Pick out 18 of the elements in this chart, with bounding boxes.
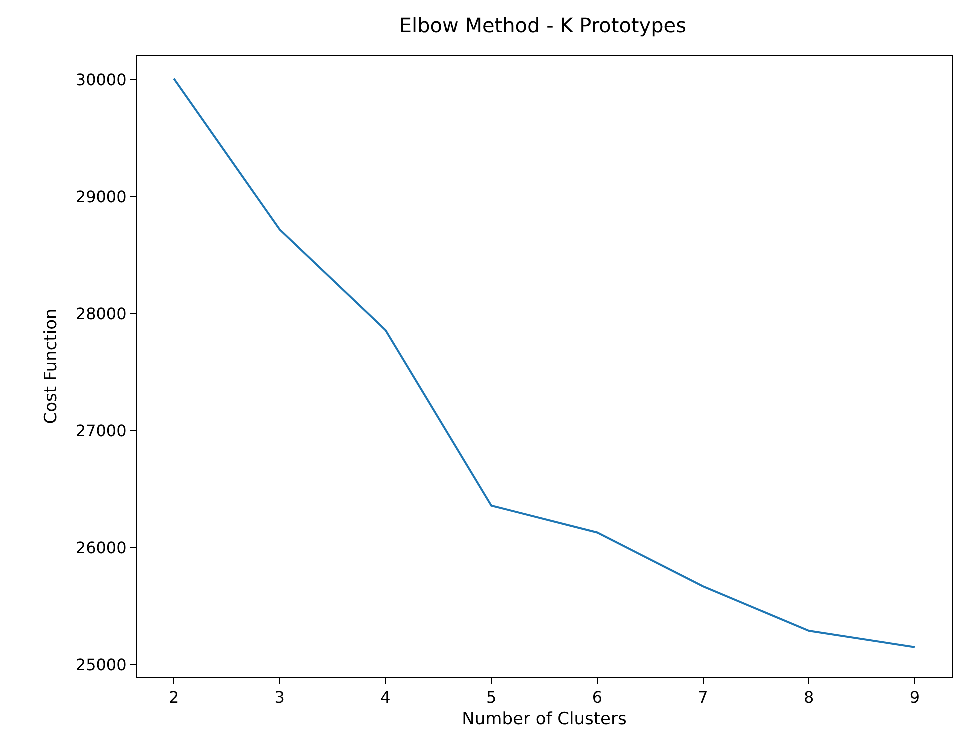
x-tick-label: 8 xyxy=(804,688,814,708)
x-axis-title: Number of Clusters xyxy=(462,710,627,730)
y-tick-label: 30000 xyxy=(76,70,127,90)
line-series xyxy=(173,78,916,648)
x-tick-label: 5 xyxy=(486,688,497,708)
x-tick-label: 4 xyxy=(380,688,391,708)
y-tick-label: 27000 xyxy=(76,422,127,441)
y-tick-label: 28000 xyxy=(76,304,127,324)
y-axis-title: Cost Function xyxy=(41,308,62,424)
y-tick-label: 25000 xyxy=(76,656,127,675)
x-tick-label: 9 xyxy=(910,688,920,708)
y-tick-label: 29000 xyxy=(76,188,127,207)
x-tick-label: 3 xyxy=(274,688,285,708)
y-tick-label: 26000 xyxy=(76,538,127,558)
x-tick-label: 2 xyxy=(168,688,180,708)
x-tick-label: 7 xyxy=(698,688,708,708)
chart-title: Elbow Method - K Prototypes xyxy=(399,14,687,38)
x-tick-label: 6 xyxy=(592,688,603,708)
